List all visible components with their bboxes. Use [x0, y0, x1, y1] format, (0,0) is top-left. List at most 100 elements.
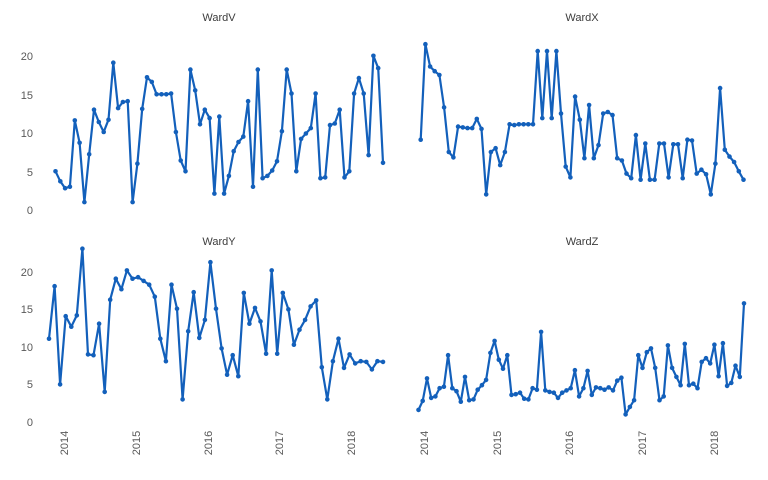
- wardx-marker: [512, 122, 517, 128]
- wardy-marker: [141, 278, 146, 284]
- wardx-marker: [619, 158, 625, 163]
- wardz-marker: [602, 387, 607, 393]
- x-tick-label-2018: 2018: [345, 430, 358, 456]
- wardz-marker: [669, 365, 675, 371]
- wardy-marker: [174, 306, 180, 312]
- panel-title-wardz: WardZ: [565, 236, 599, 248]
- wardz-marker: [636, 352, 641, 358]
- wardy-marker: [119, 286, 124, 292]
- wardz-marker: [585, 368, 590, 374]
- wardx-marker: [554, 48, 559, 54]
- wardy-marker: [113, 276, 119, 282]
- wardv-marker: [361, 91, 367, 96]
- wardx-marker: [582, 155, 587, 161]
- wardy-marker: [91, 352, 96, 358]
- wardz-marker: [479, 382, 485, 388]
- x-tick-label-2016: 2016: [202, 430, 215, 456]
- wardz-marker: [707, 361, 713, 366]
- wardz-marker: [538, 329, 544, 335]
- wardv-marker: [245, 98, 251, 104]
- wardx-series: [418, 41, 746, 197]
- y-tick-label-0: 0: [26, 416, 33, 429]
- y-tick-label-5: 5: [26, 379, 33, 392]
- wardx-marker: [516, 122, 522, 127]
- wardx-marker: [614, 155, 620, 161]
- wardz-marker: [424, 376, 430, 381]
- wardz-marker: [665, 343, 671, 348]
- wardv-marker: [318, 175, 323, 181]
- wardx-marker: [591, 155, 597, 161]
- wardy-marker: [180, 397, 185, 402]
- wardv-marker: [120, 99, 126, 105]
- wardy-marker: [52, 283, 57, 289]
- wardz-marker: [572, 367, 578, 373]
- wardv-marker: [67, 184, 73, 189]
- wardy-marker: [80, 246, 85, 251]
- wardy-marker: [330, 358, 336, 364]
- wardv-marker: [188, 67, 193, 72]
- wardz-marker: [703, 355, 709, 361]
- wardz-marker: [543, 388, 548, 393]
- wardz-marker: [674, 374, 679, 380]
- wardv-marker: [322, 175, 328, 180]
- wardy-marker: [258, 319, 263, 324]
- wardy-marker: [291, 342, 297, 348]
- wardx-marker: [605, 109, 611, 115]
- wardx-marker: [680, 175, 685, 181]
- wardv-marker: [347, 169, 352, 174]
- wardz-marker: [686, 382, 692, 388]
- wardx-marker: [544, 48, 550, 54]
- wardv-marker: [82, 199, 87, 205]
- y-tick-label-10: 10: [20, 128, 33, 141]
- wardx-marker: [661, 141, 667, 146]
- wardz-marker: [720, 340, 726, 346]
- wardx-marker: [741, 177, 746, 182]
- wardz-marker: [648, 346, 654, 351]
- wardv-marker: [375, 65, 381, 71]
- y-tick-label-15: 15: [20, 89, 33, 102]
- wardz-marker: [598, 385, 603, 391]
- wardz-marker: [559, 390, 565, 396]
- wardz-marker: [513, 391, 518, 397]
- wardx-marker: [600, 111, 606, 116]
- wardv-marker: [207, 115, 212, 121]
- wardz-marker: [737, 374, 743, 380]
- x-tick-label-2017: 2017: [274, 430, 286, 456]
- wardy-marker: [263, 351, 269, 357]
- wardv-marker: [164, 92, 169, 97]
- wardy-marker: [274, 351, 280, 357]
- wardz-marker: [695, 385, 700, 391]
- panel-title-wardv: WardV: [202, 12, 236, 24]
- wardv-marker: [125, 98, 130, 104]
- wardy-marker: [308, 304, 313, 309]
- wardy-marker: [352, 361, 358, 366]
- wardx-marker: [493, 145, 498, 151]
- wardz-marker: [450, 385, 455, 391]
- x-tick-label-2015: 2015: [131, 430, 143, 456]
- wardz-marker: [496, 357, 502, 363]
- wardy-marker: [247, 321, 252, 327]
- wardy-marker: [241, 290, 247, 296]
- wardx-marker: [479, 126, 484, 132]
- wardv-marker: [255, 67, 261, 72]
- wardy-marker: [152, 294, 158, 300]
- wardy-marker: [107, 297, 113, 303]
- wardx-marker: [451, 155, 456, 160]
- wardy-marker: [213, 306, 219, 312]
- wardy-marker: [85, 352, 91, 357]
- wardz-marker: [534, 387, 540, 393]
- wardy-marker: [163, 358, 169, 364]
- wardx-marker: [699, 167, 704, 172]
- wardy-marker: [102, 389, 107, 395]
- y-tick-label-20: 20: [20, 51, 33, 64]
- wardz-marker: [729, 380, 734, 386]
- wardz-marker: [724, 383, 730, 389]
- wardx-marker: [455, 124, 461, 129]
- wardx-marker: [568, 175, 573, 180]
- wardv-marker: [289, 91, 294, 96]
- wardv-marker: [298, 136, 304, 142]
- wardx-marker: [577, 117, 583, 122]
- wardy-marker: [63, 313, 68, 319]
- wardz-marker: [454, 388, 459, 394]
- wardx-marker: [502, 149, 508, 155]
